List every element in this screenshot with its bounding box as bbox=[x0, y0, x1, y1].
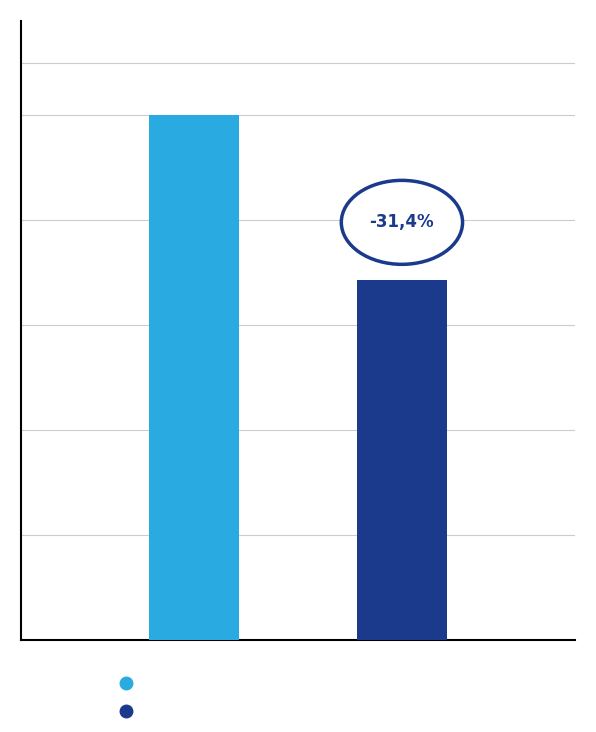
Bar bbox=[357, 280, 447, 640]
Text: -31,4%: -31,4% bbox=[370, 213, 434, 231]
Bar bbox=[149, 116, 239, 640]
Ellipse shape bbox=[342, 180, 462, 264]
